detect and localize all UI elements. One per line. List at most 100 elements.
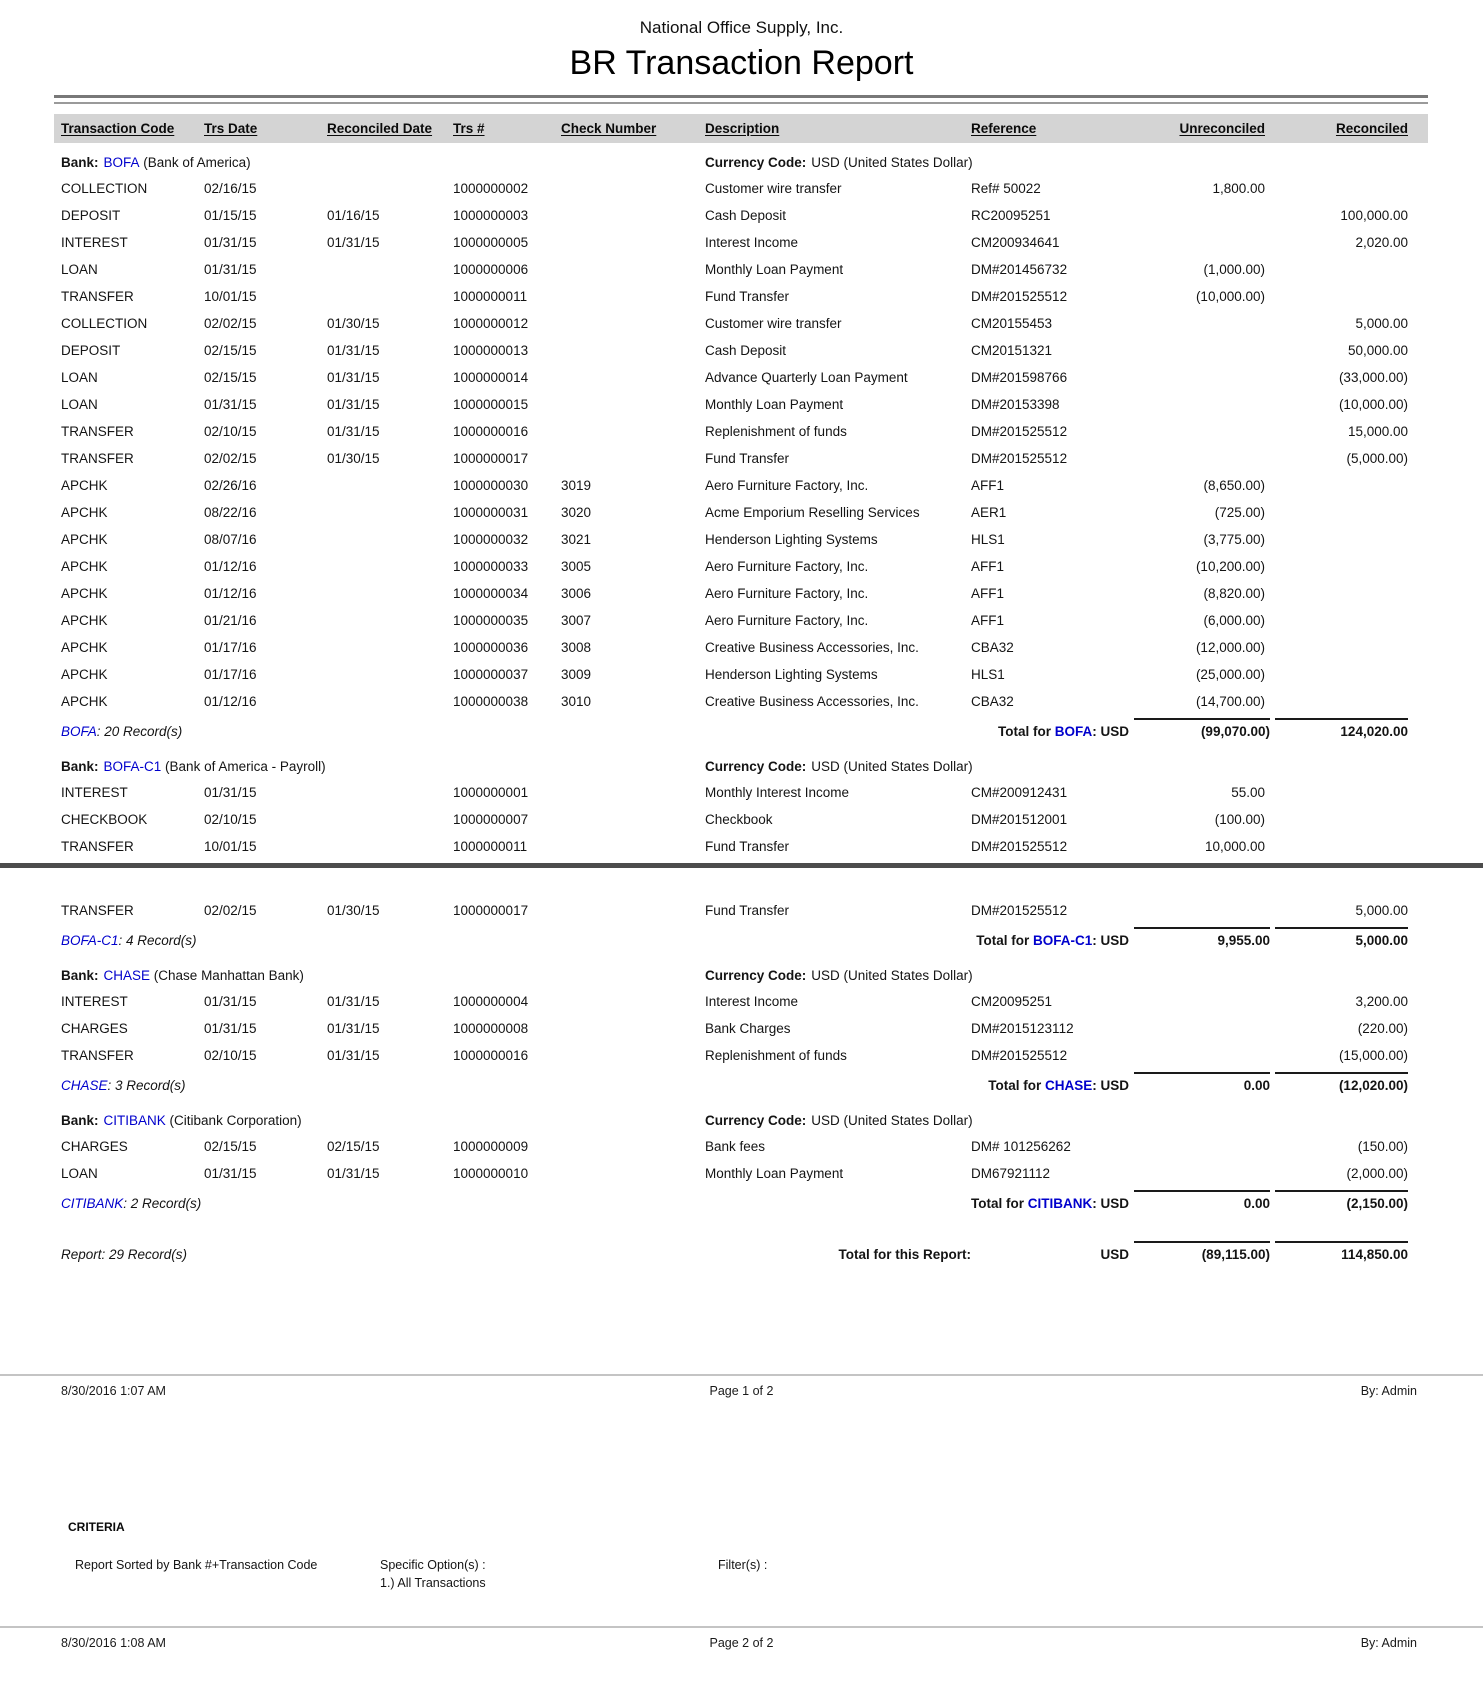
column-header-reconciled: Reconciled: [1335, 121, 1408, 136]
cell-reconciled: 50,000.00: [1347, 343, 1408, 358]
cell-check-number: 3005: [561, 559, 592, 574]
bank-name: (Citibank Corporation): [169, 1113, 302, 1128]
cell-unreconciled: (12,000.00): [1195, 640, 1265, 655]
report-total-label: Total for this Report:: [838, 1247, 972, 1262]
cell-transaction-code: COLLECTION: [61, 316, 148, 331]
cell-reconciled: (2,000.00): [1346, 1166, 1408, 1181]
cell-description: Fund Transfer: [705, 289, 790, 304]
cell-reference: DM#201512001: [971, 812, 1068, 827]
cell-transaction-code: TRANSFER: [61, 424, 134, 439]
cell-reference: RC20095251: [971, 208, 1051, 223]
cell-reconciled: [1265, 531, 1408, 549]
cell-description: Acme Emporium Reselling Services: [705, 505, 920, 520]
cell-unreconciled: [1115, 1165, 1265, 1183]
cell-reconciled: [1265, 639, 1408, 657]
cell-trs-date: 08/22/16: [204, 505, 257, 520]
cell-trs-number: 1000000017: [453, 903, 529, 918]
transaction-row: CHECKBOOK 02/10/15 1000000007 Checkbook …: [61, 807, 1408, 834]
cell-transaction-code: APCHK: [61, 586, 108, 601]
cell-check-number: [561, 234, 705, 252]
currency-code-label: Currency Code:: [705, 759, 807, 774]
cell-unreconciled: [1115, 207, 1265, 225]
cell-reconciled: [1265, 288, 1408, 306]
cell-transaction-code: INTEREST: [61, 235, 128, 250]
cell-reconciled-date: 01/30/15: [327, 903, 380, 918]
bank-label: Bank:: [61, 968, 99, 983]
cell-unreconciled: [1115, 902, 1265, 920]
sections: Bank: BOFA (Bank of America) Currency Cod…: [0, 155, 1483, 1219]
column-header-trs-number: Trs #: [453, 121, 485, 136]
column-header-reference: Reference: [971, 121, 1037, 136]
transaction-row: DEPOSIT 02/15/15 01/31/15 1000000013 Cas…: [61, 338, 1408, 365]
cell-reconciled: [1265, 477, 1408, 495]
cell-trs-number: 1000000016: [453, 424, 529, 439]
cell-reference: DM# 101256262: [971, 1139, 1071, 1154]
currency-code-value: USD (United States Dollar): [811, 968, 973, 983]
cell-description: Aero Furniture Factory, Inc.: [705, 559, 869, 574]
cell-transaction-code: APCHK: [61, 559, 108, 574]
cell-reference: DM#201525512: [971, 289, 1068, 304]
section-total-label: Total for CHASE: USD: [988, 1078, 1129, 1093]
cell-unreconciled: 10,000.00: [1204, 839, 1265, 854]
cell-trs-date: 01/12/16: [204, 694, 257, 709]
cell-check-number: [561, 902, 705, 920]
cell-check-number: 3006: [561, 586, 592, 601]
cell-trs-number: 1000000014: [453, 370, 529, 385]
cell-unreconciled: 55.00: [1231, 785, 1265, 800]
cell-trs-date: 02/02/15: [204, 316, 257, 331]
cell-trs-date: 02/02/15: [204, 903, 257, 918]
bank-header-line: Bank: CITIBANK (Citibank Corporation) Cur…: [61, 1113, 1408, 1128]
transaction-row: CHARGES 01/31/15 01/31/15 1000000008 Ban…: [61, 1016, 1408, 1043]
cell-reference: CM20151321: [971, 343, 1053, 358]
cell-trs-number: 1000000016: [453, 1048, 529, 1063]
cell-check-number: 3007: [561, 613, 592, 628]
cell-description: Fund Transfer: [705, 903, 790, 918]
cell-trs-number: 1000000035: [453, 613, 529, 628]
cell-transaction-code: LOAN: [61, 1166, 98, 1181]
cell-check-number: 3009: [561, 667, 592, 682]
cell-trs-number: 1000000036: [453, 640, 529, 655]
cell-unreconciled: (1,000.00): [1203, 262, 1265, 277]
cell-check-number: [561, 811, 705, 829]
cell-description: Aero Furniture Factory, Inc.: [705, 586, 869, 601]
bank-label: Bank:: [61, 1113, 99, 1128]
cell-reconciled: [1265, 180, 1408, 198]
transaction-row: TRANSFER 02/10/15 01/31/15 1000000016 Re…: [61, 1043, 1408, 1070]
transaction-row: TRANSFER 10/01/15 1000000011 Fund Transf…: [61, 834, 1408, 861]
cell-reconciled-date: [327, 477, 453, 495]
cell-reconciled: 2,020.00: [1355, 235, 1408, 250]
cell-reconciled: [1265, 784, 1408, 802]
column-header-trs-date: Trs Date: [204, 121, 258, 136]
cell-trs-date: 01/21/16: [204, 613, 257, 628]
criteria-filters-label: Filter(s) :: [718, 1558, 768, 1572]
cell-unreconciled: [1115, 423, 1265, 441]
cell-trs-date: 02/26/16: [204, 478, 257, 493]
cell-description: Aero Furniture Factory, Inc.: [705, 478, 869, 493]
cell-trs-number: 1000000008: [453, 1021, 529, 1036]
cell-transaction-code: APCHK: [61, 478, 108, 493]
section-records-bank-code: CHASE: [61, 1078, 108, 1093]
cell-reconciled: [1265, 261, 1408, 279]
cell-trs-date: 01/12/16: [204, 586, 257, 601]
cell-trs-number: 1000000034: [453, 586, 529, 601]
cell-reference: CM20095251: [971, 994, 1053, 1009]
bank-code: BOFA-C1: [103, 759, 162, 774]
bank-code: CITIBANK: [103, 1113, 166, 1128]
cell-unreconciled: (25,000.00): [1195, 667, 1265, 682]
cell-trs-date: 01/31/15: [204, 262, 257, 277]
cell-description: Bank fees: [705, 1139, 766, 1154]
transaction-row: INTEREST 01/31/15 1000000001 Monthly Int…: [61, 780, 1408, 807]
bank-header-line: Bank: CHASE (Chase Manhattan Bank) Curren…: [61, 968, 1408, 983]
cell-trs-number: 1000000017: [453, 451, 529, 466]
bank-name: (Bank of America - Payroll): [165, 759, 326, 774]
section-rows: COLLECTION 02/16/15 1000000002 Customer …: [61, 176, 1408, 716]
cell-reconciled-date: [327, 784, 453, 802]
cell-transaction-code: TRANSFER: [61, 903, 134, 918]
cell-transaction-code: LOAN: [61, 262, 98, 277]
cell-check-number: 3021: [561, 532, 592, 547]
cell-reconciled-date: 01/31/15: [327, 343, 380, 358]
cell-reference: AFF1: [971, 613, 1005, 628]
cell-reference: DM#201456732: [971, 262, 1068, 277]
cell-reconciled-date: [327, 180, 453, 198]
transaction-row: COLLECTION 02/02/15 01/30/15 1000000012 …: [61, 311, 1408, 338]
